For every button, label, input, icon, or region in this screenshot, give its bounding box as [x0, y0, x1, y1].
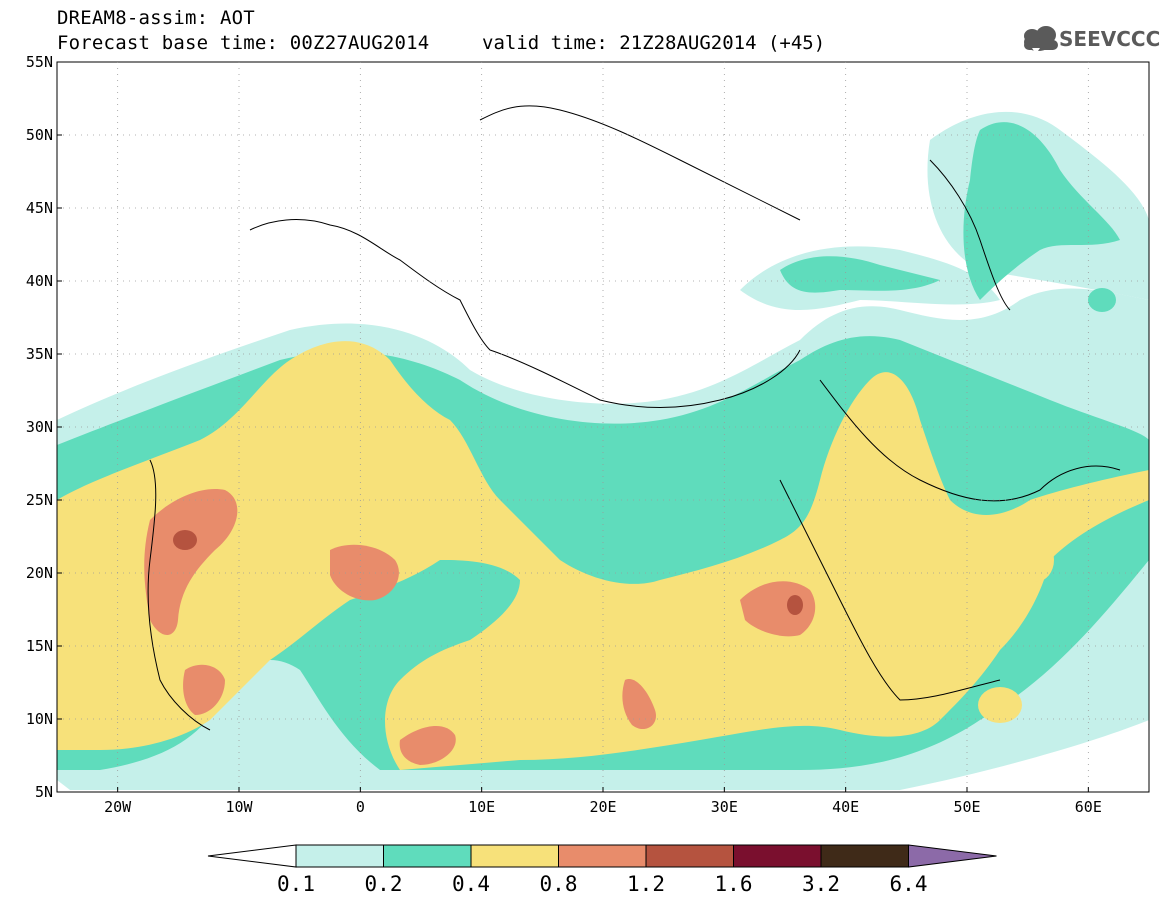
- lat-label: 55N: [26, 53, 53, 71]
- lon-label: 0: [356, 798, 365, 816]
- colorbar-level-label: 0.1: [277, 872, 315, 896]
- lat-label: 10N: [26, 710, 53, 728]
- colorbar-box: [645, 844, 734, 868]
- colorbar-level-label: 1.6: [715, 872, 753, 896]
- lon-label: 20E: [589, 798, 616, 816]
- caspian-coast: [929, 159, 1011, 311]
- lat-label: 15N: [26, 637, 53, 655]
- graticule: [57, 62, 1149, 792]
- valid-time: valid time: 21Z28AUG2014 (+45): [482, 32, 826, 54]
- colorbar-box: [820, 844, 909, 868]
- mediterranean-coast: [249, 219, 801, 408]
- colorbar-level-label: 0.8: [540, 872, 578, 896]
- lon-label: 10E: [468, 798, 495, 816]
- lat-label: 35N: [26, 345, 53, 363]
- colorbar-level-label: 3.2: [802, 872, 840, 896]
- aot-level-0-8: [144, 489, 816, 765]
- colorbar-level-label: 6.4: [890, 872, 928, 896]
- lon-label: 60E: [1075, 798, 1102, 816]
- lon-label: 50E: [953, 798, 980, 816]
- lat-label: 45N: [26, 199, 53, 217]
- lat-label: 30N: [26, 418, 53, 436]
- lat-label: 25N: [26, 491, 53, 509]
- seevccc-logo: [1024, 26, 1058, 54]
- latitude-labels: 55N 50N 45N 40N 35N 30N 25N 20N 15N 10N 5N: [26, 53, 62, 801]
- colorbar-low-triangle: [207, 844, 297, 868]
- west-africa-coast: [147, 459, 211, 731]
- logo-text: SEEVCCC: [1059, 27, 1161, 51]
- europe-coast: [479, 105, 801, 221]
- aot-level-1-2: [173, 530, 803, 615]
- lat-label: 50N: [26, 126, 53, 144]
- colorbar-box: [295, 844, 384, 868]
- forecast-base-time: Forecast base time: 00Z27AUG2014: [57, 32, 430, 54]
- aot-contours: [57, 111, 1149, 790]
- map-title: DREAM8-assim: AOT: [57, 7, 255, 29]
- lat-label: 40N: [26, 272, 53, 290]
- cloud-icon: [1024, 26, 1058, 54]
- coastlines: [147, 105, 1121, 731]
- colorbar-box: [733, 844, 822, 868]
- colorbar-level-label: 0.4: [452, 872, 490, 896]
- colorbar-box: [558, 844, 647, 868]
- lon-label: 40E: [832, 798, 859, 816]
- aot-level-0-4: [57, 341, 1149, 770]
- lat-label: 5N: [35, 783, 53, 801]
- lat-label: 20N: [26, 564, 53, 582]
- lon-label: 20W: [104, 798, 132, 816]
- colorbar-level-label: 1.2: [627, 872, 665, 896]
- colorbar-box: [470, 844, 559, 868]
- colorbar-high-triangle: [908, 844, 997, 868]
- colorbar: [207, 844, 997, 868]
- arabian-coast: [819, 379, 1121, 502]
- colorbar-level-label: 0.2: [365, 872, 403, 896]
- lon-label: 30E: [711, 798, 738, 816]
- colorbar-box: [383, 844, 472, 868]
- colorbar-labels: 0.1 0.2 0.4 0.8 1.2 1.6 3.2 6.4: [277, 872, 927, 896]
- longitude-labels: 20W 10W 0 10E 20E 30E 40E 50E 60E: [104, 787, 1102, 816]
- lon-label: 10W: [225, 798, 253, 816]
- red-sea-coast: [779, 479, 1001, 701]
